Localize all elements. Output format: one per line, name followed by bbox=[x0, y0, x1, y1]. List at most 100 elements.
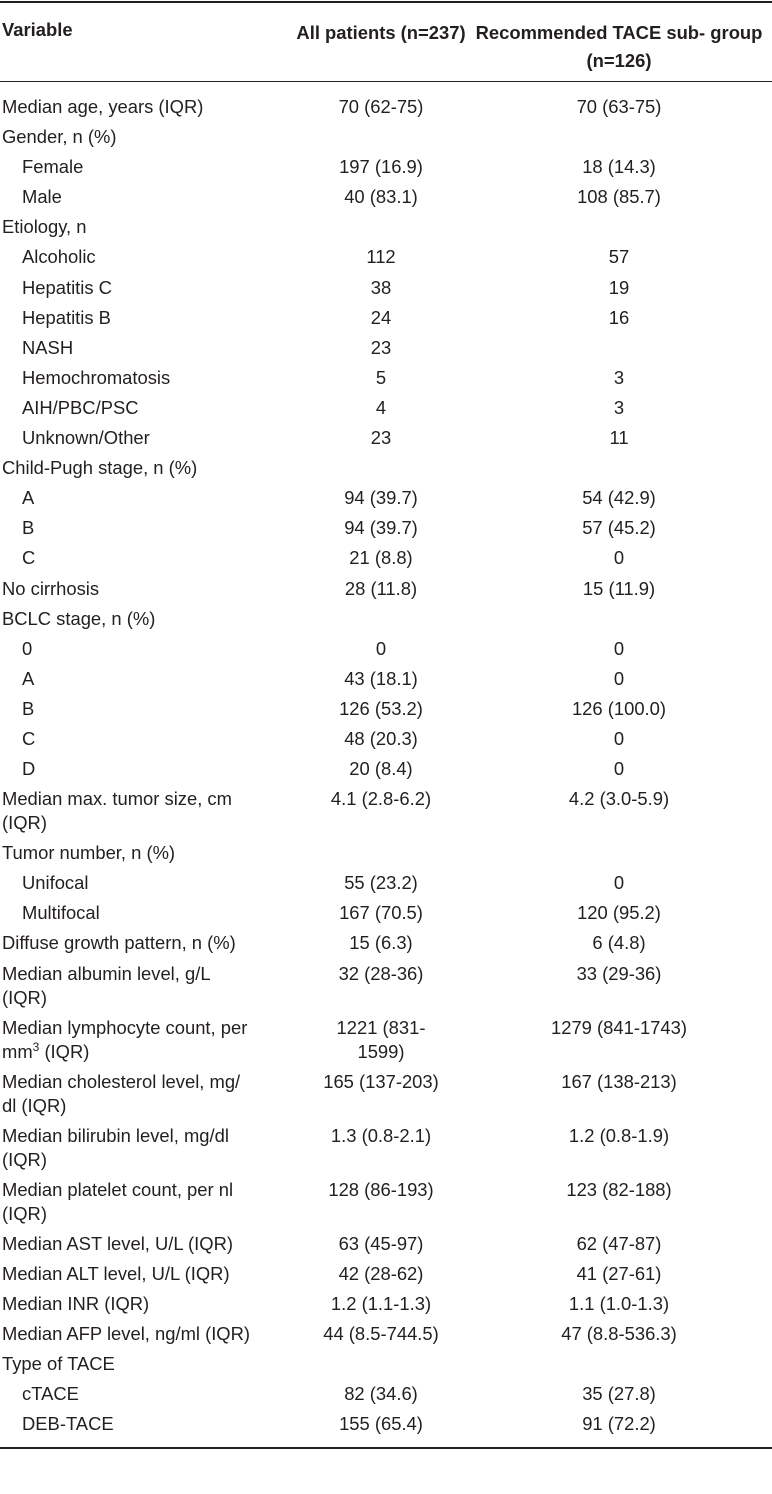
variable-label: Hepatitis B bbox=[22, 306, 111, 328]
variable-cell: C bbox=[0, 724, 296, 754]
all-patients-value: 1221 (831- bbox=[336, 1016, 426, 1038]
subgroup-value: 57 bbox=[608, 246, 630, 268]
variable-label: Female bbox=[22, 156, 84, 178]
table-row: Median albumin level, g/L (IQR) 32 (28-36)… bbox=[0, 959, 772, 1013]
all-patients-cell: 4 bbox=[296, 393, 466, 423]
variable-cell: A bbox=[0, 664, 296, 694]
variable-cell: Hemochromatosis bbox=[0, 363, 296, 393]
variable-cell: cTACE bbox=[0, 1379, 296, 1409]
variable-cell: Child-Pugh stage, n (%) bbox=[0, 453, 296, 483]
all-patients-cell: 0 bbox=[296, 634, 466, 664]
table-row: NASH 23 bbox=[0, 333, 772, 363]
variable-label: Type of TACE bbox=[2, 1352, 115, 1374]
variable-label: Median AFP level, ng/ml (IQR) bbox=[2, 1322, 251, 1344]
table-row: Female 197 (16.9) 18 (14.3) bbox=[0, 152, 772, 182]
all-patients-cell: 126 (53.2) bbox=[296, 694, 466, 724]
table-row: Median cholesterol level, mg/dl (IQR) 165… bbox=[0, 1067, 772, 1121]
variable-label: Median INR (IQR) bbox=[2, 1292, 150, 1314]
variable-cell: Median lymphocyte count, per mm3 (IQR) bbox=[0, 1016, 296, 1064]
subgroup-value: 3 bbox=[613, 396, 625, 418]
subgroup-value: 0 bbox=[613, 637, 625, 659]
all-patients-value: 5 bbox=[375, 366, 387, 388]
all-patients-cell bbox=[296, 604, 466, 634]
variable-label-line2: (IQR) bbox=[2, 811, 296, 835]
variable-cell: B bbox=[0, 513, 296, 543]
all-patients-value: 63 (45-97) bbox=[338, 1232, 424, 1254]
all-patients-cell: 23 bbox=[296, 423, 466, 453]
all-patients-cell: 167 (70.5) bbox=[296, 898, 466, 928]
subgroup-cell: 18 (14.3) bbox=[466, 152, 772, 182]
superscript: 3 bbox=[32, 1039, 40, 1054]
table-row: cTACE 82 (34.6) 35 (27.8) bbox=[0, 1379, 772, 1409]
variable-cell: C bbox=[0, 543, 296, 573]
variable-cell: Median AFP level, ng/ml (IQR) bbox=[0, 1319, 296, 1349]
variable-cell: Type of TACE bbox=[0, 1349, 296, 1379]
subgroup-cell: 123 (82-188) bbox=[466, 1178, 772, 1226]
all-patients-cell: 1221 (831- 1599) bbox=[296, 1016, 466, 1064]
table-row: Etiology, n bbox=[0, 212, 772, 242]
variable-cell: Median age, years (IQR) bbox=[0, 92, 296, 122]
variable-label-line2: (IQR) bbox=[2, 1148, 296, 1172]
table-row: 0 0 0 bbox=[0, 634, 772, 664]
all-patients-cell: 94 (39.7) bbox=[296, 513, 466, 543]
subgroup-value: 1.2 (0.8-1.9) bbox=[568, 1124, 670, 1146]
subgroup-cell: 41 (27-61) bbox=[466, 1259, 772, 1289]
all-patients-value-line2: 1599) bbox=[357, 1040, 405, 1062]
all-patients-cell: 94 (39.7) bbox=[296, 483, 466, 513]
variable-label: NASH bbox=[22, 336, 74, 358]
table-row: Median INR (IQR) 1.2 (1.1-1.3) 1.1 (1.0-1.… bbox=[0, 1289, 772, 1319]
subgroup-cell: 4.2 (3.0-5.9) bbox=[466, 787, 772, 835]
variable-cell: Unifocal bbox=[0, 868, 296, 898]
variable-cell: Hepatitis B bbox=[0, 303, 296, 333]
variable-label: Median cholesterol level, mg/ bbox=[2, 1070, 241, 1092]
all-patients-value: 40 (83.1) bbox=[344, 186, 418, 208]
variable-label: Alcoholic bbox=[22, 246, 96, 268]
subgroup-value: 18 (14.3) bbox=[582, 156, 656, 178]
variable-cell: B bbox=[0, 694, 296, 724]
baseline-characteristics-table: Variable All patients (n=237) Recommende… bbox=[0, 1, 772, 1450]
subgroup-cell: 0 bbox=[466, 724, 772, 754]
variable-label: Multifocal bbox=[22, 902, 100, 924]
all-patients-cell: 5 bbox=[296, 363, 466, 393]
variable-label-line2-text: (IQR) bbox=[2, 1202, 47, 1224]
all-patients-cell: 197 (16.9) bbox=[296, 152, 466, 182]
all-patients-cell bbox=[296, 122, 466, 152]
table-row: Child-Pugh stage, n (%) bbox=[0, 453, 772, 483]
table-row: Median AFP level, ng/ml (IQR) 44 (8.5-744… bbox=[0, 1319, 772, 1349]
variable-label: cTACE bbox=[22, 1383, 79, 1404]
subgroup-cell: 0 bbox=[466, 664, 772, 694]
table-row: DEB-TACE 155 (65.4) 91 (72.2) bbox=[0, 1409, 772, 1439]
all-patients-value: 24 bbox=[370, 306, 392, 328]
variable-cell: NASH bbox=[0, 333, 296, 363]
all-patients-cell: 42 (28-62) bbox=[296, 1259, 466, 1289]
subgroup-cell: 1.2 (0.8-1.9) bbox=[466, 1124, 772, 1172]
subgroup-value: 0 bbox=[613, 547, 625, 569]
all-patients-cell: 1.3 (0.8-2.1) bbox=[296, 1124, 466, 1172]
variable-label-line2-text: (IQR) bbox=[2, 986, 47, 1008]
variable-label: 0 bbox=[22, 637, 33, 659]
table-top-rule bbox=[0, 1, 772, 3]
all-patients-value: 0 bbox=[375, 637, 387, 659]
subgroup-cell: 62 (47-87) bbox=[466, 1229, 772, 1259]
subgroup-value: 11 bbox=[609, 427, 629, 449]
header-subgroup-line1: Recommended TACE sub- bbox=[475, 22, 706, 43]
variable-label: D bbox=[22, 758, 36, 780]
subgroup-cell: 108 (85.7) bbox=[466, 182, 772, 212]
all-patients-value: 94 (39.7) bbox=[344, 487, 418, 509]
all-patients-value: 4 bbox=[375, 396, 387, 418]
subgroup-cell: 3 bbox=[466, 363, 772, 393]
variable-label: B bbox=[22, 697, 35, 719]
subgroup-value: 33 (29-36) bbox=[576, 962, 662, 984]
variable-label-line2-suffix: (IQR) bbox=[39, 1040, 90, 1062]
subgroup-cell: 6 (4.8) bbox=[466, 928, 772, 958]
subgroup-value: 120 (95.2) bbox=[577, 902, 661, 924]
all-patients-value: 23 bbox=[370, 427, 392, 449]
table-row: Unifocal 55 (23.2) 0 bbox=[0, 868, 772, 898]
all-patients-cell: 21 (8.8) bbox=[296, 543, 466, 573]
subgroup-value: 6 (4.8) bbox=[592, 932, 646, 954]
all-patients-value: 28 (11.8) bbox=[344, 577, 418, 599]
variable-cell: Diffuse growth pattern, n (%) bbox=[0, 928, 296, 958]
table-row: Male 40 (83.1) 108 (85.7) bbox=[0, 182, 772, 212]
subgroup-cell bbox=[466, 604, 772, 634]
table-row: Hepatitis C 38 19 bbox=[0, 273, 772, 303]
